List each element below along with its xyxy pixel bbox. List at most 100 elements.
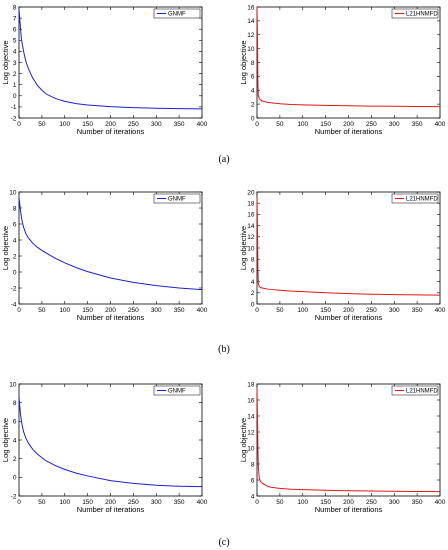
y-tick-label: -1 (11, 104, 17, 111)
y-tick-label: 4 (13, 437, 17, 444)
x-tick-label: 0 (255, 307, 259, 314)
y-tick-label: 2 (13, 253, 17, 260)
legend-box (391, 8, 439, 19)
y-tick-label: 20 (247, 189, 255, 196)
x-axis-label: Number of iterations (315, 505, 383, 514)
y-tick-label: 4 (251, 279, 255, 286)
y-tick-label: 18 (247, 201, 255, 208)
y-tick-label: 10 (247, 46, 255, 53)
y-axis-label: Log objective (239, 226, 248, 270)
x-tick-label: 200 (105, 121, 116, 128)
y-tick-label: -2 (11, 285, 17, 292)
x-tick-label: 100 (59, 121, 70, 128)
y-tick-label: 4 (13, 49, 17, 56)
y-tick-label: 8 (251, 461, 255, 468)
y-tick-label: 16 (247, 397, 255, 404)
x-tick-label: 50 (276, 307, 284, 314)
y-tick-label: 4 (251, 88, 255, 95)
y-tick-label: 10 (247, 445, 255, 452)
x-tick-label: 150 (320, 121, 331, 128)
y-axis-label: Log objective (1, 418, 10, 462)
y-tick-label: 6 (13, 221, 17, 228)
legend-box (153, 8, 201, 19)
x-tick-label: 100 (297, 499, 308, 506)
x-tick-label: 400 (197, 121, 208, 128)
x-tick-label: 250 (366, 307, 377, 314)
panel-label-2: (b) (218, 344, 230, 355)
chart-4: 0 50 100 150 200 250 300 350 400 0 2 4 6 8 10 12 14 16 18 2… (239, 189, 446, 322)
y-axis-label: Log objective (239, 40, 248, 84)
x-tick-label: 50 (38, 121, 46, 128)
y-tick-label: 0 (13, 475, 17, 482)
x-tick-label: 100 (297, 121, 308, 128)
y-tick-label: 8 (251, 60, 255, 67)
plot-area (18, 383, 203, 497)
x-axis-label: Number of iterations (77, 127, 145, 136)
y-tick-label: 14 (247, 223, 255, 230)
x-tick-label: 150 (320, 307, 331, 314)
x-tick-label: 50 (38, 499, 46, 506)
x-tick-label: 150 (82, 121, 93, 128)
y-tick-label: 10 (9, 189, 17, 196)
x-tick-label: 150 (320, 499, 331, 506)
y-tick-label: -2 (11, 493, 17, 500)
x-tick-label: 250 (366, 499, 377, 506)
x-tick-label: 300 (389, 307, 400, 314)
x-tick-label: 300 (389, 121, 400, 128)
series-line-l21hnmfd (256, 387, 441, 493)
y-tick-label: 6 (13, 419, 17, 426)
legend-label: GNMF (168, 12, 186, 18)
x-axis-label: Number of iterations (77, 505, 145, 514)
x-tick-label: 150 (82, 499, 93, 506)
y-axis-label: Log objective (239, 418, 248, 462)
series-line-gnmf (18, 9, 203, 110)
plot-area (18, 191, 203, 305)
y-tick-label: 4 (13, 237, 17, 244)
y-tick-label: 8 (13, 400, 17, 407)
x-tick-label: 200 (343, 499, 354, 506)
chart-1: 0 50 100 150 200 250 300 350 400 -2 -1 0 1 2 3 4 5 6 7 8 Num… (1, 4, 208, 136)
y-tick-label: 0 (13, 269, 17, 276)
y-tick-label: 3 (13, 60, 17, 67)
y-tick-label: 6 (251, 477, 255, 484)
y-tick-label: 0 (251, 115, 255, 122)
y-tick-label: 2 (251, 101, 255, 108)
x-tick-label: 400 (197, 307, 208, 314)
x-tick-label: 300 (389, 499, 400, 506)
y-tick-label: 6 (251, 74, 255, 81)
plot-area (256, 383, 441, 497)
series-line-l21hnmfd (256, 6, 441, 108)
legend-box (391, 193, 439, 204)
x-tick-label: 0 (17, 499, 21, 506)
y-tick-label: 6 (251, 268, 255, 275)
x-tick-label: 350 (412, 499, 423, 506)
y-axis-label: Log objective (1, 40, 10, 84)
y-tick-label: 8 (13, 205, 17, 212)
x-tick-label: 400 (435, 307, 446, 314)
series-line-gnmf (18, 197, 203, 291)
series-line-l21hnmfd (256, 197, 441, 296)
x-tick-label: 300 (151, 499, 162, 506)
x-tick-label: 400 (197, 499, 208, 506)
plot-area (256, 6, 441, 119)
y-tick-label: 16 (247, 4, 255, 11)
series-line-gnmf (18, 397, 203, 488)
y-tick-label: 16 (247, 212, 255, 219)
legend-label: GNMF (168, 197, 186, 203)
y-tick-label: -2 (11, 115, 17, 122)
x-tick-label: 50 (276, 499, 284, 506)
legend-label: GNMF (168, 389, 186, 395)
legend-box (153, 193, 201, 204)
x-tick-label: 200 (343, 121, 354, 128)
x-tick-label: 250 (128, 121, 139, 128)
x-tick-label: 250 (128, 307, 139, 314)
y-tick-label: 0 (13, 93, 17, 100)
x-tick-label: 200 (105, 499, 116, 506)
chart-2: 0 50 100 150 200 250 300 350 400 0 2 4 6 8 10 12 14 16 Num… (239, 4, 446, 136)
legend-label: L21HNMFD (406, 12, 438, 18)
legend-label: L21HNMFD (406, 389, 438, 395)
y-tick-label: 2 (13, 71, 17, 78)
y-tick-label: 1 (13, 82, 17, 89)
chart-5: 0 50 100 150 200 250 300 350 400-20246810Number … (1, 381, 208, 514)
